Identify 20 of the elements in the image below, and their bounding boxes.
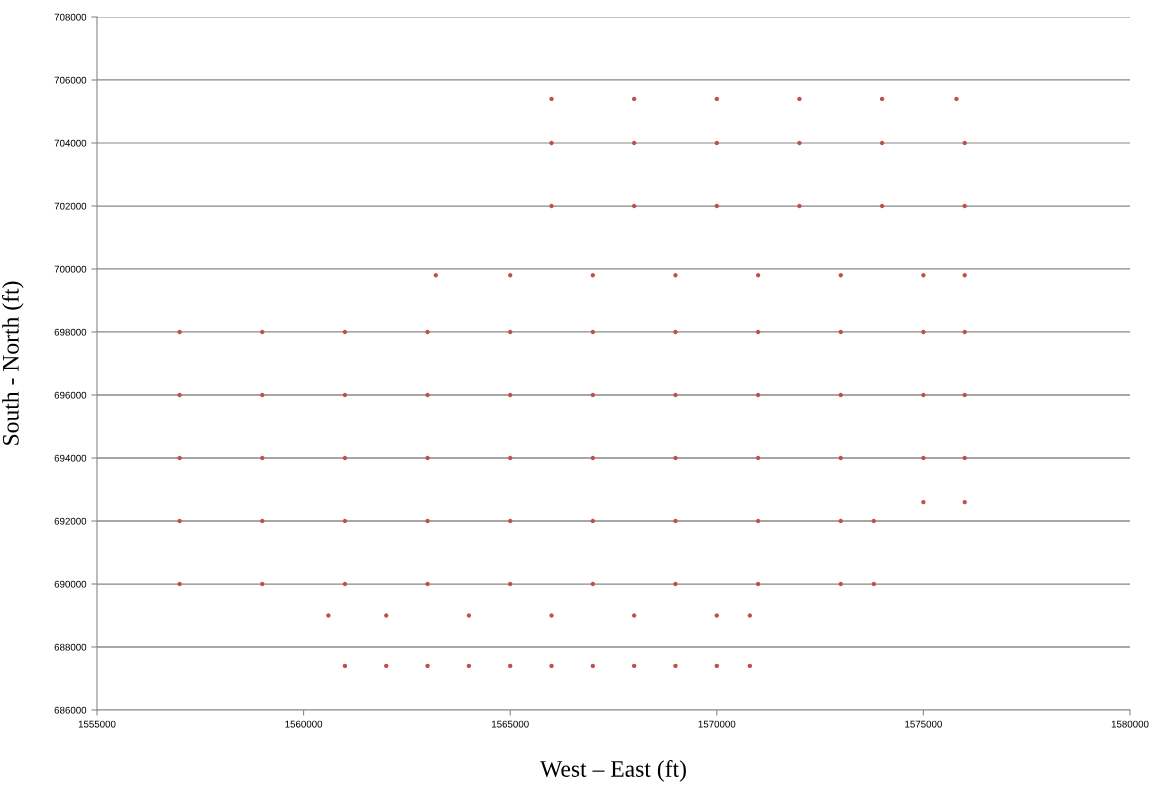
y-tick-label: 698000 <box>54 328 87 336</box>
x-tick-label: 1575000 <box>905 720 942 728</box>
y-tick-label: 706000 <box>54 76 87 84</box>
y-tick-label: 692000 <box>54 517 87 525</box>
y-tick-label: 702000 <box>54 202 87 210</box>
y-tick-label: 694000 <box>54 454 87 462</box>
y-tick-label: 704000 <box>54 139 87 147</box>
y-tick-label: 688000 <box>54 643 87 651</box>
x-tick-label: 1560000 <box>285 720 323 728</box>
y-tick-label: 708000 <box>54 13 87 21</box>
x-tick-label: 1580000 <box>1111 720 1149 728</box>
y-tick-label: 696000 <box>54 391 87 399</box>
y-tick-label: 686000 <box>54 706 87 714</box>
y-tick-label: 700000 <box>54 265 87 273</box>
x-axis-title: West – East (ft) <box>540 760 686 782</box>
x-tick-label: 1555000 <box>78 720 116 728</box>
x-tick-label: 1565000 <box>492 720 529 728</box>
y-tick-label: 690000 <box>54 580 87 588</box>
x-tick-label: 1570000 <box>698 720 736 728</box>
y-axis-title: South - North (ft) <box>1 281 24 445</box>
